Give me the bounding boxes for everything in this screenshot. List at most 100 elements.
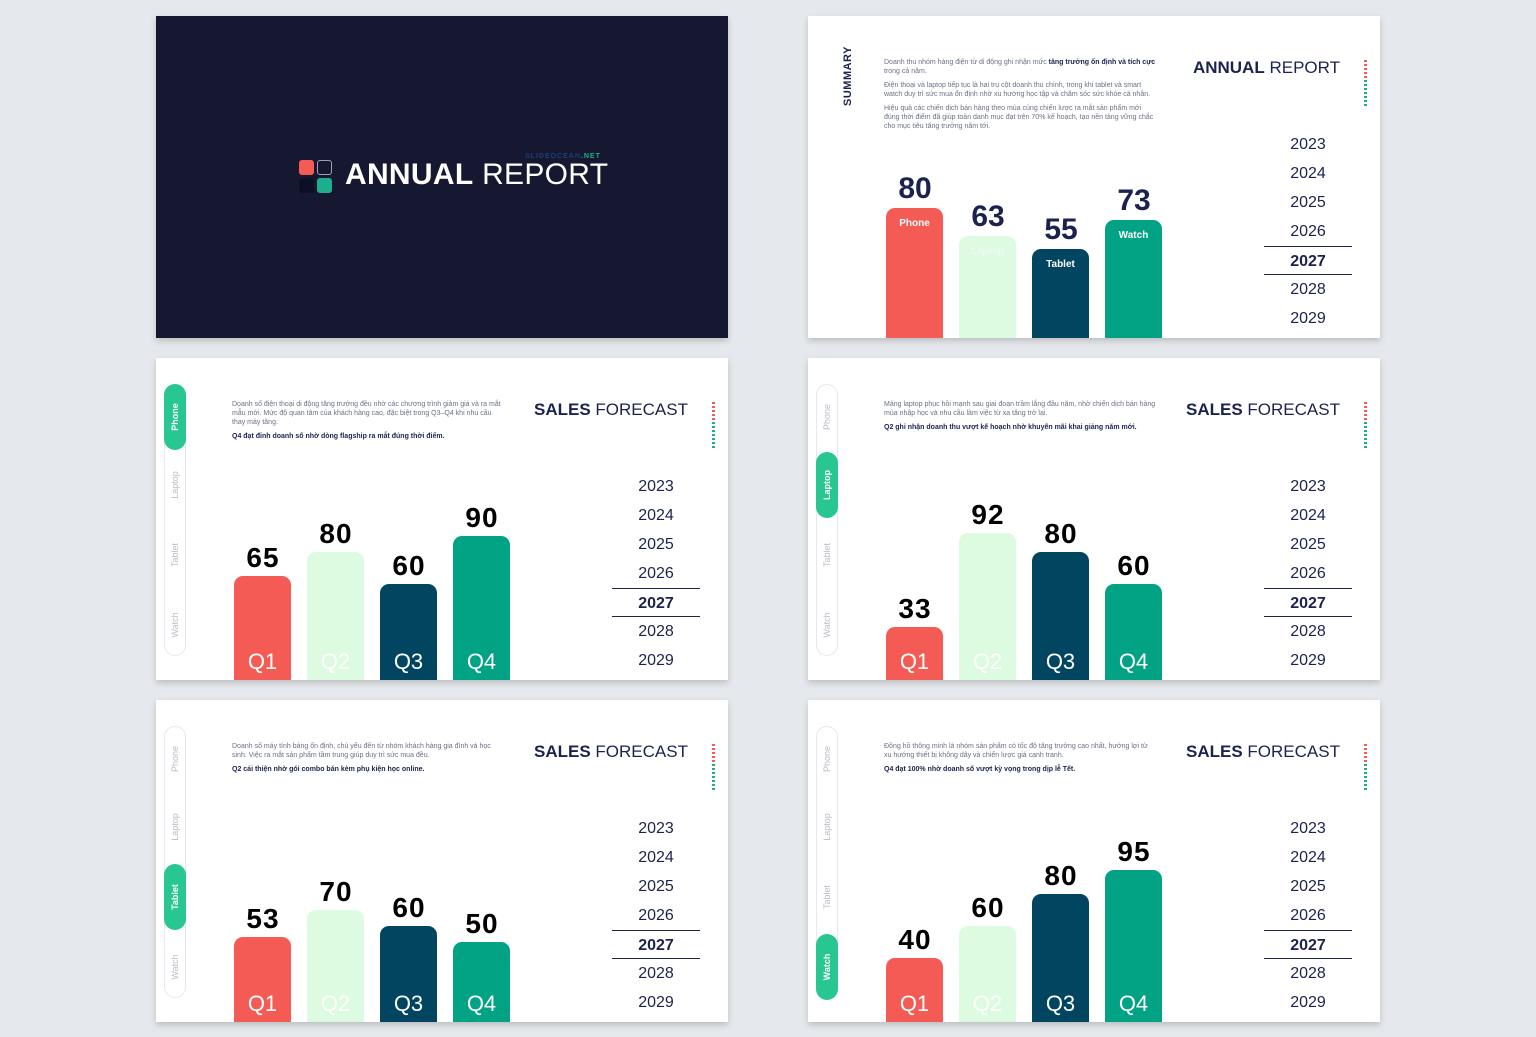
summary-bar-value: 73 bbox=[1117, 184, 1151, 217]
quarter-value: 40 bbox=[898, 924, 932, 955]
quarter-value: 80 bbox=[1044, 518, 1078, 549]
tab-laptop[interactable]: Laptop bbox=[164, 452, 186, 518]
tab-tablet[interactable]: Tablet bbox=[816, 522, 838, 588]
tab-label: Watch bbox=[170, 954, 180, 980]
year-list: 2023 2024 2025 2026 2027 2028 2029 bbox=[1264, 130, 1352, 333]
year-item-2027[interactable]: 2027 bbox=[1264, 930, 1352, 959]
year-item-2027[interactable]: 2027 bbox=[1264, 588, 1352, 617]
forecast-title-light: FORECAST bbox=[590, 400, 688, 419]
brand-dot bbox=[1364, 756, 1367, 758]
quarter-value: 95 bbox=[1117, 836, 1151, 867]
year-item-2028[interactable]: 2028 bbox=[1290, 281, 1326, 298]
tab-phone[interactable]: Phone bbox=[164, 726, 186, 792]
brand-dot bbox=[712, 780, 715, 782]
brand-dot bbox=[1364, 430, 1367, 432]
brand-dot bbox=[1364, 68, 1367, 70]
brand-dot bbox=[712, 776, 715, 778]
quarter-label: Q4 bbox=[466, 991, 497, 1016]
brand-dot bbox=[1364, 76, 1367, 78]
tab-tablet[interactable]: Tablet bbox=[164, 864, 186, 930]
year-item-2025[interactable]: 2025 bbox=[1290, 194, 1326, 211]
year-item-2025[interactable]: 2025 bbox=[638, 536, 674, 553]
brand-dot bbox=[712, 410, 715, 412]
tab-watch[interactable]: Watch bbox=[816, 934, 838, 1000]
tab-laptop[interactable]: Laptop bbox=[816, 452, 838, 518]
year-item-2028[interactable]: 2028 bbox=[638, 623, 674, 640]
year-item-2023[interactable]: 2023 bbox=[1290, 820, 1326, 837]
quarter-value: 50 bbox=[465, 908, 499, 939]
forecast-slide-tablet[interactable]: Phone Laptop Tablet Watch Doanh số máy tính … bbox=[156, 700, 728, 1022]
tab-label: Phone bbox=[170, 745, 180, 773]
brand-dot bbox=[712, 442, 715, 444]
quarter-label: Q2 bbox=[972, 649, 1003, 674]
forecast-slide-watch[interactable]: Phone Laptop Tablet Watch Đồng hồ thông minh… bbox=[808, 700, 1380, 1022]
year-item-2029[interactable]: 2029 bbox=[1290, 310, 1326, 327]
year-item-2028[interactable]: 2028 bbox=[1290, 623, 1326, 640]
tab-phone[interactable]: Phone bbox=[816, 384, 838, 450]
forecast-title-light: FORECAST bbox=[590, 742, 688, 761]
vertical-brand-mark bbox=[1364, 744, 1369, 802]
tab-laptop[interactable]: Laptop bbox=[164, 794, 186, 860]
year-item-2027[interactable]: 2027 bbox=[612, 588, 700, 617]
brand-dot bbox=[1364, 88, 1367, 90]
year-item-2026[interactable]: 2026 bbox=[1290, 223, 1326, 240]
year-item-2024[interactable]: 2024 bbox=[1290, 165, 1326, 182]
summary-slide[interactable]: SUMMARY Doanh thu nhóm hàng điện tử di đ… bbox=[808, 16, 1380, 338]
quarter-bar-q3: Q3 bbox=[380, 926, 437, 1022]
brand-dot bbox=[1364, 410, 1367, 412]
year-item-2025[interactable]: 2025 bbox=[638, 878, 674, 895]
tab-tablet[interactable]: Tablet bbox=[164, 522, 186, 588]
year-item-2029[interactable]: 2029 bbox=[1290, 652, 1326, 669]
year-item-2024[interactable]: 2024 bbox=[1290, 507, 1326, 524]
tab-label: Tablet bbox=[822, 542, 832, 568]
forecast-highlight: Q2 ghi nhận doanh thu vượt kế hoạch nhờ … bbox=[884, 424, 1137, 431]
brand-dot bbox=[1364, 760, 1367, 762]
year-item-2028[interactable]: 2028 bbox=[638, 965, 674, 982]
quarter-bar-q1: Q1 bbox=[234, 937, 291, 1022]
year-item-2023[interactable]: 2023 bbox=[1290, 478, 1326, 495]
year-item-2029[interactable]: 2029 bbox=[1290, 994, 1326, 1011]
brand-dot bbox=[712, 422, 715, 424]
cover-slide[interactable]: SLIDEOCEAN.NET ANNUAL REPORT bbox=[156, 16, 728, 338]
year-item-2024[interactable]: 2024 bbox=[638, 507, 674, 524]
year-item-2023[interactable]: 2023 bbox=[1290, 136, 1326, 153]
year-item-2025[interactable]: 2025 bbox=[1290, 878, 1326, 895]
year-item-2026[interactable]: 2026 bbox=[1290, 907, 1326, 924]
quarter-bar-q3: Q3 bbox=[1032, 552, 1089, 680]
brand-dot bbox=[712, 406, 715, 408]
brand-dot bbox=[712, 772, 715, 774]
tab-watch[interactable]: Watch bbox=[164, 592, 186, 658]
year-item-2029[interactable]: 2029 bbox=[638, 994, 674, 1011]
brand-dot bbox=[1364, 72, 1367, 74]
forecast-slide-laptop[interactable]: Phone Laptop Tablet Watch Mảng laptop phục h… bbox=[808, 358, 1380, 680]
year-item-2026[interactable]: 2026 bbox=[1290, 565, 1326, 582]
year-item-2024[interactable]: 2024 bbox=[1290, 849, 1326, 866]
vertical-brand-mark bbox=[1364, 402, 1369, 460]
tab-watch[interactable]: Watch bbox=[816, 592, 838, 658]
year-item-2027[interactable]: 2027 bbox=[1264, 246, 1352, 275]
tab-phone[interactable]: Phone bbox=[816, 726, 838, 792]
tab-tablet[interactable]: Tablet bbox=[816, 864, 838, 930]
year-item-2029[interactable]: 2029 bbox=[638, 652, 674, 669]
brand-dot bbox=[1364, 748, 1367, 750]
quarter-bar-q2: Q2 bbox=[959, 926, 1016, 1022]
brand-dot bbox=[712, 752, 715, 754]
year-item-2023[interactable]: 2023 bbox=[638, 478, 674, 495]
year-item-2028[interactable]: 2028 bbox=[1290, 965, 1326, 982]
tab-label: Laptop bbox=[822, 813, 832, 841]
year-item-2024[interactable]: 2024 bbox=[638, 849, 674, 866]
year-list: 2023 2024 2025 2026 2027 2028 2029 bbox=[1264, 472, 1352, 675]
forecast-title-light: FORECAST bbox=[1242, 400, 1340, 419]
year-item-2026[interactable]: 2026 bbox=[638, 907, 674, 924]
forecast-slide-phone[interactable]: Phone Laptop Tablet Watch Doanh số điện thoạ… bbox=[156, 358, 728, 680]
tab-watch[interactable]: Watch bbox=[164, 934, 186, 1000]
tab-label: Tablet bbox=[170, 884, 180, 910]
summary-text: Doanh thu nhóm hàng điện tử di động ghi … bbox=[884, 58, 1156, 136]
year-item-2025[interactable]: 2025 bbox=[1290, 536, 1326, 553]
tab-laptop[interactable]: Laptop bbox=[816, 794, 838, 860]
year-item-2027[interactable]: 2027 bbox=[612, 930, 700, 959]
year-item-2026[interactable]: 2026 bbox=[638, 565, 674, 582]
tab-phone[interactable]: Phone bbox=[164, 384, 186, 450]
year-item-2023[interactable]: 2023 bbox=[638, 820, 674, 837]
brand-dot bbox=[1364, 780, 1367, 782]
